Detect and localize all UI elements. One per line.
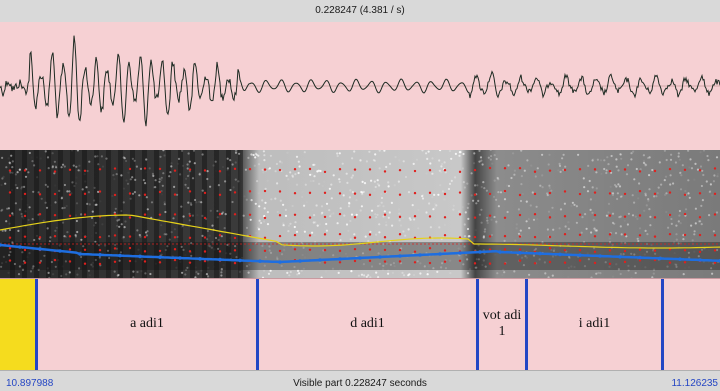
- interval-boundary[interactable]: [35, 279, 38, 371]
- interval-label-a-adi1[interactable]: a adi1: [130, 316, 164, 331]
- intensity-contour: [0, 214, 720, 249]
- interval-boundary[interactable]: [661, 279, 664, 371]
- spectrogram-panel[interactable]: [0, 148, 720, 280]
- top-duration-ruler[interactable]: 0.228247 (4.381 / s): [0, 0, 720, 23]
- interval-label-d-adi1[interactable]: d adi1: [350, 316, 385, 331]
- interval-boundary[interactable]: [525, 279, 528, 371]
- start-time-label: 10.897988: [6, 378, 54, 389]
- interval-boundary[interactable]: [256, 279, 259, 371]
- interval-label-vot-adi1[interactable]: vot adi 1: [482, 308, 522, 339]
- selection-highlight[interactable]: [0, 279, 36, 371]
- end-time-label: 11.126235: [671, 378, 718, 389]
- waveform-panel[interactable]: [0, 22, 720, 150]
- annotation-tier[interactable]: a adi1 d adi1 vot adi 1 i adi1: [0, 278, 720, 371]
- interval-label-i-adi1[interactable]: i adi1: [578, 316, 611, 331]
- selection-duration-label: 0.228247 (4.381 / s): [315, 5, 405, 16]
- waveform-trace: [0, 35, 720, 127]
- spectrogram-plot: [0, 148, 720, 280]
- waveform-plot: [0, 35, 720, 127]
- visible-part-label: Visible part 0.228247 seconds: [293, 378, 427, 389]
- interval-boundary[interactable]: [476, 279, 479, 371]
- bottom-time-ruler[interactable]: 10.897988 Visible part 0.228247 seconds …: [0, 370, 720, 391]
